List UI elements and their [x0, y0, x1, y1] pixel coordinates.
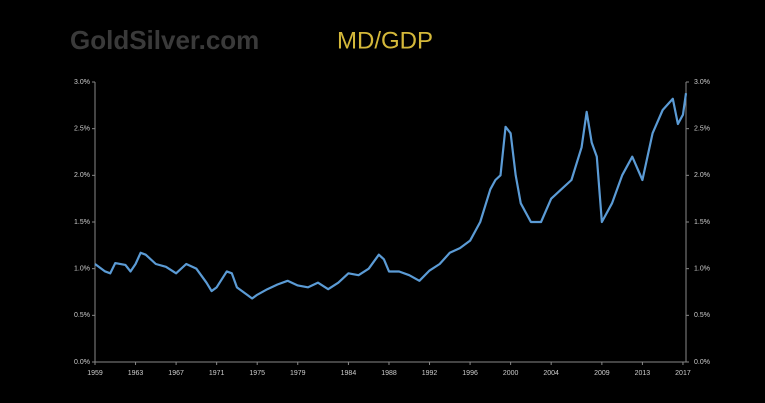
x-tick-label: 1967	[168, 370, 184, 377]
x-tick-label: 1963	[128, 370, 144, 377]
y-tick-label: 1.0%	[74, 266, 90, 273]
chart-title: MD/GDP	[337, 27, 433, 54]
x-tick-label: 1979	[290, 370, 306, 377]
y-tick-label: 1.5%	[74, 219, 90, 226]
y-tick-label: 0.5%	[74, 312, 90, 319]
y-tick-label: 2.0%	[74, 172, 90, 179]
y-tick-label: 3.0%	[74, 79, 90, 86]
y2-tick-label: 1.5%	[694, 219, 710, 226]
data-line	[94, 93, 688, 300]
x-tick-label: 1959	[87, 370, 103, 377]
x-tick-label: 2017	[675, 370, 691, 377]
x-tick-label: 1992	[422, 370, 438, 377]
y2-tick-label: 0.5%	[694, 312, 710, 319]
y2-tick-label: 3.0%	[694, 79, 710, 86]
x-tick-label: 2004	[543, 370, 559, 377]
x-tick-label: 1975	[249, 370, 265, 377]
x-tick-label: 2013	[635, 370, 651, 377]
y-tick-label: 2.5%	[74, 126, 90, 133]
y2-tick-label: 2.5%	[694, 126, 710, 133]
y2-tick-label: 2.0%	[694, 172, 710, 179]
y2-tick-label: 0.0%	[694, 359, 710, 366]
logo: GoldSilver.com	[70, 25, 259, 55]
x-tick-label: 1984	[341, 370, 357, 377]
x-tick-label: 1971	[209, 370, 225, 377]
y-tick-label: 0.0%	[74, 359, 90, 366]
x-tick-label: 2009	[594, 370, 610, 377]
x-tick-label: 1996	[462, 370, 478, 377]
y2-tick-label: 1.0%	[694, 266, 710, 273]
x-tick-label: 1988	[381, 370, 397, 377]
x-tick-label: 2000	[503, 370, 519, 377]
